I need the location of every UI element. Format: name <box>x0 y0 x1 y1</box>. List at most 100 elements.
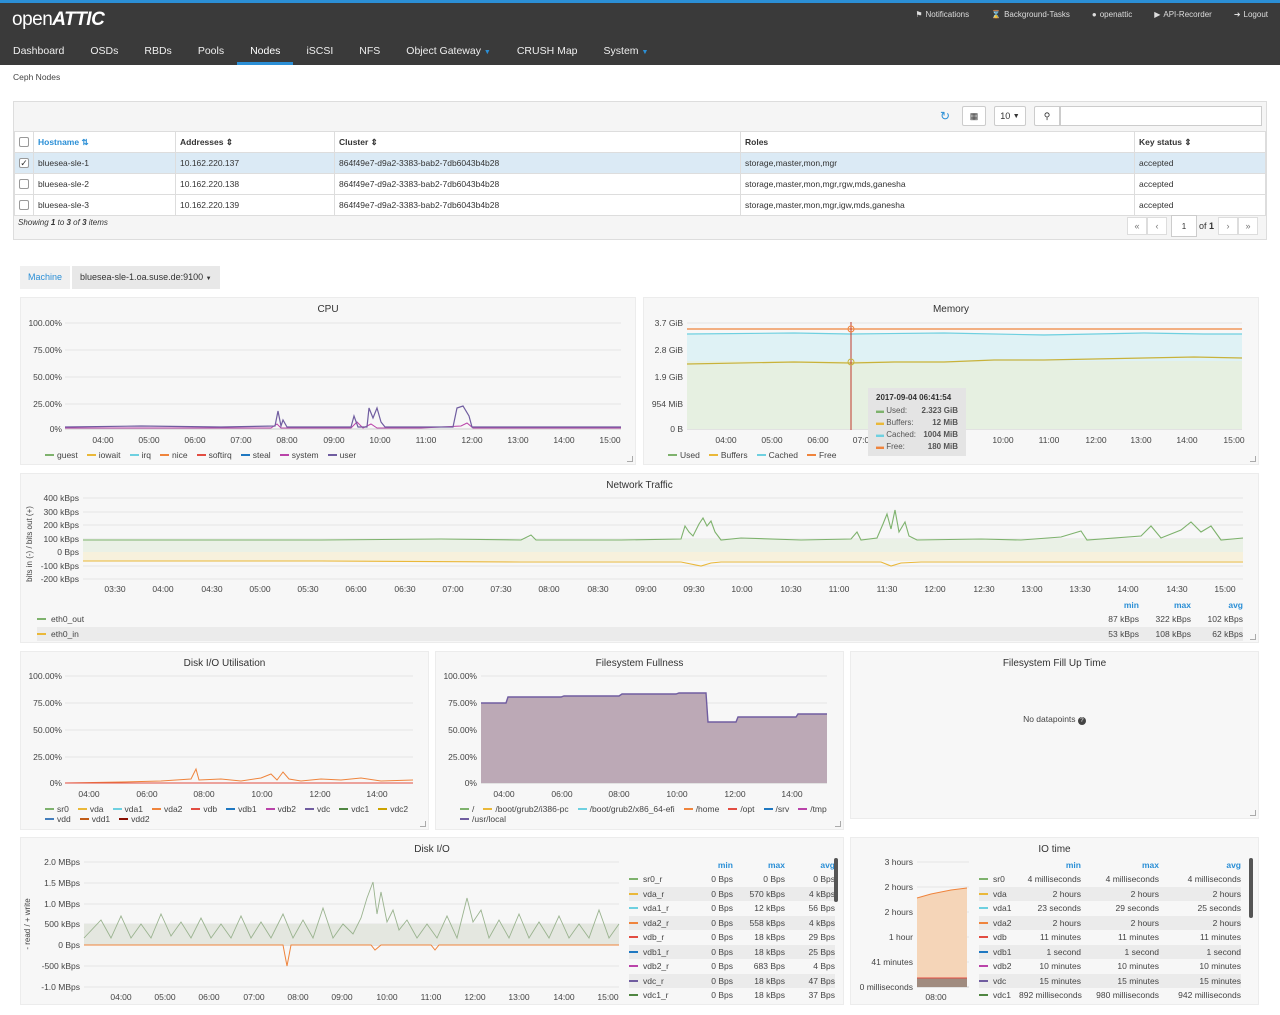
legend-row[interactable]: vda2_r 0 Bps 558 kBps 4 kBps <box>629 915 835 930</box>
legend-item-tmp[interactable]: /tmp <box>798 804 827 814</box>
legend-item-vdc1[interactable]: vdc1 <box>339 804 369 814</box>
column-hostname[interactable]: Hostname ⇅ <box>33 131 176 153</box>
legend-row[interactable]: vda_r 0 Bps 570 kBps 4 kBps <box>629 886 835 901</box>
page-input[interactable]: 1 <box>1170 215 1197 237</box>
search-input[interactable] <box>1060 106 1262 126</box>
legend-item-vdd[interactable]: vdd <box>45 814 71 824</box>
menu-crush-map[interactable]: CRUSH Map <box>516 45 578 57</box>
legend-item-nice[interactable]: nice <box>159 450 188 460</box>
legend-item-system[interactable]: system <box>279 450 319 460</box>
menu-nfs[interactable]: NFS <box>359 45 381 57</box>
select-all-checkbox[interactable] <box>14 131 34 153</box>
legend-item-iowait[interactable]: iowait <box>86 450 121 460</box>
legend-scrollbar[interactable] <box>834 858 838 902</box>
legend-item-vda1[interactable]: vda1 <box>112 804 143 814</box>
legend-item-softirq[interactable]: softirq <box>196 450 232 460</box>
row-checkbox[interactable] <box>14 194 34 216</box>
page-size-select[interactable]: 10 ▼ <box>994 106 1026 126</box>
openattic-logo[interactable]: openATTIC <box>12 9 105 31</box>
legend-item-opt[interactable]: /opt <box>728 804 755 814</box>
legend-item-vdb1[interactable]: vdb1 <box>226 804 257 814</box>
legend-row[interactable]: vda 2 hours 2 hours 2 hours <box>979 886 1241 901</box>
menu-nodes[interactable]: Nodes <box>237 39 294 65</box>
legend-item-srv[interactable]: /srv <box>763 804 789 814</box>
legend-row[interactable]: vdb 11 minutes 11 minutes 11 minutes <box>979 930 1241 945</box>
menu-iscsi[interactable]: iSCSI <box>306 45 334 57</box>
menu-pools[interactable]: Pools <box>197 45 225 57</box>
menu-dashboard[interactable]: Dashboard <box>13 45 65 57</box>
resize-handle[interactable] <box>420 821 426 827</box>
legend-row[interactable]: vda2 2 hours 2 hours 2 hours <box>979 915 1241 930</box>
column-addresses[interactable]: Addresses ⇕ <box>175 131 335 153</box>
legend-item-free[interactable]: Free <box>806 450 836 460</box>
refresh-icon[interactable]: ↻ <box>939 109 951 123</box>
background-tasks-link[interactable]: ⌛ Background-Tasks <box>991 10 1070 19</box>
legend-item-irq[interactable]: irq <box>129 450 151 460</box>
resize-handle[interactable] <box>1250 810 1256 816</box>
legend-row[interactable]: vdc 15 minutes 15 minutes 15 minutes <box>979 973 1241 988</box>
legend-item-vdc2[interactable]: vdc2 <box>378 804 408 814</box>
column-cluster[interactable]: Cluster ⇕ <box>334 131 741 153</box>
legend-row-eth0-in[interactable]: eth0_in 53 kBps 108 kBps 62 kBps <box>37 626 1243 641</box>
menu-object-gateway[interactable]: Object Gateway ▼ <box>393 39 504 65</box>
legend-item-sr0[interactable]: sr0 <box>45 804 69 814</box>
legend-row[interactable]: vda1 23 seconds 29 seconds 25 seconds <box>979 901 1241 916</box>
legend-item-vdc[interactable]: vdc <box>305 804 330 814</box>
machine-dropdown[interactable]: bluesea-sle-1.oa.suse.de:9100 ▼ <box>72 266 220 289</box>
legend-row[interactable]: vda1_r 0 Bps 12 kBps 56 Bps <box>629 901 835 916</box>
table-row[interactable]: bluesea-sle-3 10.162.220.139 864f49e7-d9… <box>14 194 1266 216</box>
menu-osds[interactable]: OSDs <box>90 45 119 57</box>
legend-item-vda2[interactable]: vda2 <box>151 804 182 814</box>
legend-item-usr-local[interactable]: /usr/local <box>460 814 506 824</box>
legend-item-cached[interactable]: Cached <box>756 450 798 460</box>
legend-item-vda[interactable]: vda <box>77 804 104 814</box>
legend-row-eth0-out[interactable]: eth0_out 87 kBps 322 kBps 102 kBps <box>37 612 1243 627</box>
legend-item-boot-grub2-i386[interactable]: /boot/grub2/i386-pc <box>483 804 569 814</box>
legend-row[interactable]: vdb1_r 0 Bps 18 kBps 25 Bps <box>629 944 835 959</box>
column-key-status[interactable]: Key status ⇕ <box>1134 131 1266 153</box>
legend-item-vdb2[interactable]: vdb2 <box>265 804 296 814</box>
resize-handle[interactable] <box>627 456 633 462</box>
columns-toggle-button[interactable]: ▦ <box>962 106 986 126</box>
menu-system[interactable]: System ▼ <box>591 39 662 65</box>
logout-link[interactable]: ➜ Logout <box>1234 10 1268 19</box>
legend-item-root[interactable]: / <box>460 804 474 814</box>
legend-row[interactable]: vdc1 892 milliseconds 980 milliseconds 942 … <box>979 988 1241 1003</box>
row-checkbox[interactable]: ✓ <box>14 152 34 174</box>
next-page-button[interactable]: › <box>1218 217 1238 235</box>
search-icon[interactable]: ⚲ <box>1034 106 1060 126</box>
resize-handle[interactable] <box>1250 634 1256 640</box>
legend-item-buffers[interactable]: Buffers <box>708 450 748 460</box>
column-roles[interactable]: Roles <box>740 131 1135 153</box>
resize-handle[interactable] <box>1250 456 1256 462</box>
legend-item-home[interactable]: /home <box>683 804 719 814</box>
row-checkbox[interactable] <box>14 173 34 195</box>
api-recorder-link[interactable]: ▶ API-Recorder <box>1154 10 1212 19</box>
first-page-button[interactable]: « <box>1126 217 1147 235</box>
legend-row[interactable]: sr0 4 milliseconds 4 milliseconds 4 millise… <box>979 872 1241 887</box>
legend-row[interactable]: vdb1 1 second 1 second 1 second <box>979 944 1241 959</box>
legend-row[interactable]: vdc_r 0 Bps 18 kBps 47 Bps <box>629 973 835 988</box>
legend-item-vdb[interactable]: vdb <box>191 804 217 814</box>
table-row[interactable]: bluesea-sle-2 10.162.220.138 864f49e7-d9… <box>14 173 1266 195</box>
legend-row[interactable]: vdb_r 0 Bps 18 kBps 29 Bps <box>629 930 835 945</box>
notifications-link[interactable]: ⚑ Notifications <box>915 10 969 19</box>
resize-handle[interactable] <box>835 821 841 827</box>
legend-row[interactable]: vdb2_r 0 Bps 683 Bps 4 Bps <box>629 959 835 974</box>
help-icon[interactable]: ? <box>1077 717 1086 725</box>
last-page-button[interactable]: » <box>1238 217 1258 235</box>
legend-scrollbar[interactable] <box>1249 858 1253 918</box>
table-row[interactable]: ✓ bluesea-sle-1 10.162.220.137 864f49e7-… <box>14 152 1266 174</box>
legend-item-vdd2[interactable]: vdd2 <box>119 814 150 824</box>
legend-item-guest[interactable]: guest <box>45 450 78 460</box>
user-menu-link[interactable]: ● openattic <box>1092 10 1132 19</box>
legend-item-user[interactable]: user <box>327 450 356 460</box>
legend-item-vdd1[interactable]: vdd1 <box>79 814 110 824</box>
legend-item-boot-grub2-efi[interactable]: /boot/grub2/x86_64-efi <box>577 804 675 814</box>
legend-row[interactable]: sr0_r 0 Bps 0 Bps 0 Bps <box>629 872 835 887</box>
legend-item-steal[interactable]: steal <box>240 450 271 460</box>
prev-page-button[interactable]: ‹ <box>1146 217 1167 235</box>
menu-rbds[interactable]: RBDs <box>144 45 172 57</box>
legend-item-used[interactable]: Used <box>668 450 700 460</box>
legend-row[interactable]: vdb2 10 minutes 10 minutes 10 minutes <box>979 959 1241 974</box>
